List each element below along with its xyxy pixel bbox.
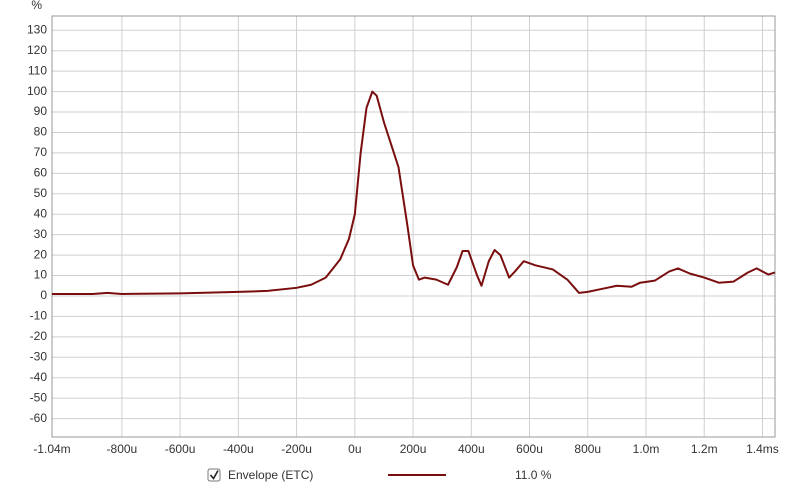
x-tick-label: -600u bbox=[165, 442, 196, 456]
checkmark bbox=[209, 470, 219, 480]
y-tick-label: 70 bbox=[34, 145, 48, 159]
x-tick-label: -200u bbox=[281, 442, 312, 456]
grid bbox=[51, 16, 775, 437]
x-tick-label: -800u bbox=[107, 442, 138, 456]
y-tick-label: -30 bbox=[30, 349, 48, 363]
x-tick-label: 1.0m bbox=[633, 442, 660, 456]
y-tick-label: 30 bbox=[34, 227, 48, 241]
y-tick-label: 120 bbox=[27, 43, 47, 57]
y-tick-label: -20 bbox=[30, 329, 48, 343]
x-tick-label: -1.04m bbox=[33, 442, 70, 456]
x-tick-label: 0u bbox=[348, 442, 361, 456]
y-tick-label: 20 bbox=[34, 247, 48, 261]
y-tick-label: 10 bbox=[34, 268, 48, 282]
y-tick-label: 100 bbox=[27, 84, 47, 98]
y-tick-label: -50 bbox=[30, 390, 48, 404]
series-line bbox=[52, 90, 776, 295]
y-tick-label: 50 bbox=[34, 186, 48, 200]
plot bbox=[52, 90, 776, 295]
legend: Envelope (ETC) 11.0 % bbox=[207, 468, 552, 482]
y-tick-label: -40 bbox=[30, 370, 48, 384]
y-tick-label: 110 bbox=[28, 63, 47, 77]
legend-label: Envelope (ETC) bbox=[228, 468, 313, 482]
x-tick-label: 1.2m bbox=[691, 442, 718, 456]
readout: 11.0 % bbox=[515, 468, 552, 482]
y-tick-label: 80 bbox=[34, 125, 48, 139]
plot-frame bbox=[51, 15, 776, 438]
x-tick-label: -400u bbox=[223, 442, 254, 456]
x-tick-label: 800u bbox=[574, 442, 601, 456]
y-tick-label: 40 bbox=[34, 206, 48, 220]
x-tick-label: 400u bbox=[458, 442, 485, 456]
x-tick-label: 600u bbox=[516, 442, 543, 456]
y-axis-label: % bbox=[31, 0, 42, 12]
y-tick-label: 0 bbox=[40, 288, 47, 302]
y-tick-label: -60 bbox=[30, 411, 48, 425]
y-tick-label: 90 bbox=[34, 104, 48, 118]
x-tick-label: 200u bbox=[400, 442, 427, 456]
y-tick-label: 60 bbox=[34, 166, 48, 180]
x-tick-label: 1.4ms bbox=[746, 442, 779, 456]
y-tick-label: -10 bbox=[30, 309, 48, 323]
y-tick-label: 130 bbox=[27, 22, 47, 36]
